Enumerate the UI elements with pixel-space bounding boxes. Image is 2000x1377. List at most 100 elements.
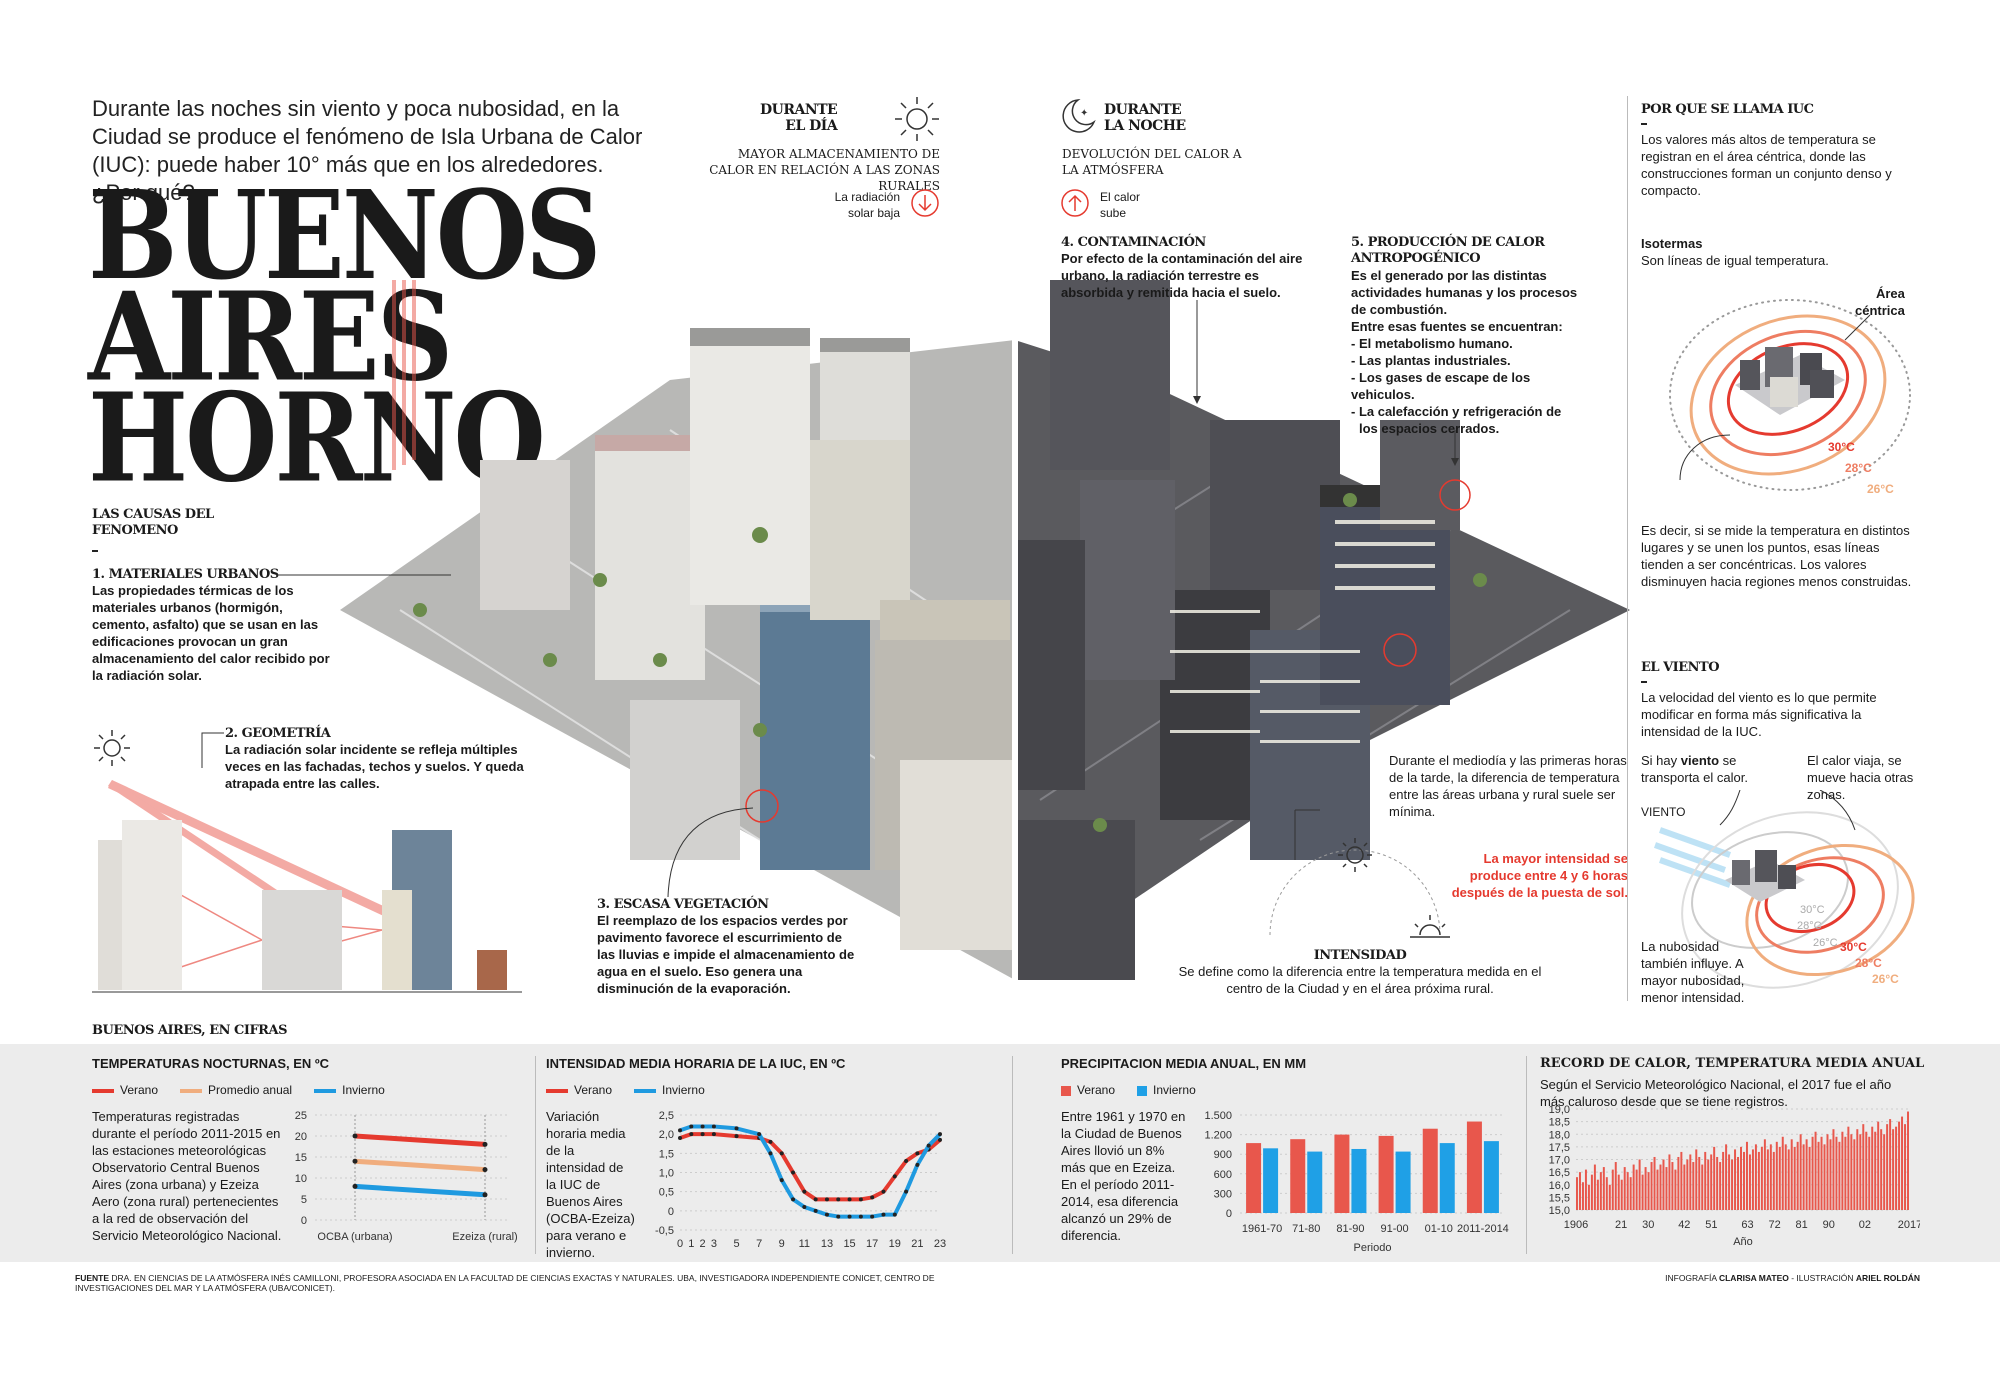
bar — [1716, 1156, 1719, 1210]
bar — [1850, 1134, 1853, 1210]
x-tick-label: 81-90 — [1336, 1223, 1364, 1235]
city-illustration — [340, 280, 1630, 1000]
y-tick-label: 1,0 — [659, 1168, 674, 1180]
cause-4-title: 4. CONTAMINACIÓN — [1061, 235, 1206, 250]
intro-text: Durante las noches sin viento y poca nub… — [92, 96, 643, 205]
bar — [1868, 1136, 1871, 1210]
isotherm-diagram — [1669, 299, 1911, 491]
data-point — [881, 1212, 886, 1217]
bar — [1760, 1146, 1763, 1210]
legend-label: Verano — [1077, 1083, 1116, 1097]
data-point — [870, 1195, 875, 1200]
area-label: Área céntrica — [1855, 285, 1905, 319]
night-note-1: El calor — [1100, 190, 1141, 204]
data-point — [352, 1158, 358, 1164]
wind-left-b: viento — [1680, 753, 1720, 768]
isotherm-28 — [1709, 329, 1867, 457]
credit-d: ARIEL ROLDÁN — [1855, 1273, 1920, 1283]
bar — [1895, 1126, 1898, 1210]
data-point — [482, 1141, 488, 1147]
why-dash — [1641, 123, 1647, 125]
cause-3-body: El reemplazo de los espacios verdes por … — [597, 913, 855, 996]
y-tick-label: 16,5 — [1549, 1167, 1570, 1179]
x-tick-label: 90 — [1823, 1219, 1835, 1231]
chart-divider-1 — [535, 1056, 536, 1254]
bar — [1871, 1126, 1874, 1210]
bar — [1620, 1179, 1623, 1210]
series-line-2 — [354, 1183, 486, 1198]
bar — [1841, 1131, 1844, 1210]
explain-leader — [1679, 434, 1731, 481]
bar — [1683, 1164, 1686, 1210]
day-note: La radiación solar baja — [790, 189, 900, 221]
bar-1 — [1307, 1151, 1323, 1213]
x-tick-label: 71-80 — [1292, 1223, 1320, 1235]
arrow-down-icon — [911, 189, 939, 217]
x-axis-label: Periodo — [1354, 1242, 1392, 1254]
data-point — [482, 1192, 488, 1198]
bar — [1904, 1124, 1907, 1210]
wind-ring-outer — [1681, 811, 1899, 989]
bar — [1907, 1111, 1909, 1210]
x-tick-label: 0 — [677, 1238, 683, 1250]
bar — [1584, 1169, 1587, 1210]
mini-city — [1735, 347, 1845, 415]
bar — [1808, 1146, 1811, 1210]
source-text: DRA. EN CIENCIAS DE LA ATMÓSFERA INÉS CA… — [75, 1273, 935, 1293]
bar — [1596, 1179, 1599, 1210]
bar-0 — [1422, 1128, 1438, 1213]
bar — [1650, 1162, 1653, 1210]
bar — [1576, 1177, 1578, 1210]
area-label-1: Área — [1875, 286, 1905, 301]
bar — [1835, 1136, 1838, 1210]
bar — [1734, 1149, 1737, 1210]
x-tick-label: 21 — [911, 1238, 923, 1250]
legend-label: Verano — [120, 1083, 159, 1097]
y-tick-label: 16,0 — [1549, 1180, 1570, 1192]
bar — [1623, 1167, 1626, 1210]
x-tick-label: 01-10 — [1425, 1223, 1453, 1235]
wind-temp-26-grey: 26°C — [1813, 937, 1838, 949]
wind-temp-28: 28°C — [1855, 956, 1882, 970]
wind-dash — [1641, 681, 1647, 683]
bar — [1823, 1144, 1826, 1210]
night-header: DURANTE LA NOCHE — [1104, 102, 1186, 134]
y-tick-label: 18,5 — [1549, 1117, 1570, 1129]
data-point — [779, 1178, 784, 1183]
cause-1-title: 1. MATERIALES URBANOS — [92, 567, 279, 582]
data-point — [352, 1183, 358, 1189]
legend-swatch-summer — [92, 1088, 114, 1093]
chart3-svg: 1.500 1.200 900 600 300 0 1961-70 71-80 81-90 91-… — [1204, 1110, 1508, 1254]
bar — [1710, 1154, 1713, 1210]
bar — [1608, 1184, 1611, 1210]
y-tick-label: 0,5 — [659, 1187, 674, 1199]
svg-text:✦: ✦ — [1080, 108, 1088, 119]
bar — [1769, 1144, 1772, 1210]
day-title-2: EL DÍA — [785, 118, 838, 134]
bar — [1695, 1149, 1698, 1210]
data-point — [847, 1214, 852, 1219]
cause-5-item: los espacios cerrados. — [1359, 421, 1500, 436]
isotherm-dotted — [1669, 299, 1911, 491]
credit-a: INFOGRAFÍA — [1665, 1273, 1719, 1283]
chart3-legend: Verano Invierno — [1061, 1083, 1196, 1097]
legend-item: Verano — [1061, 1083, 1115, 1097]
arrow-up-icon — [1061, 189, 1089, 217]
reflected-rays — [108, 780, 392, 918]
legend-swatch-winter — [1137, 1085, 1148, 1096]
x-tick-label: 91-00 — [1381, 1223, 1409, 1235]
cause-5: 5. PRODUCCIÓN DE CALOR ANTROPOGÉNICO Es … — [1351, 235, 1591, 437]
sun-arc-diagram — [1269, 809, 1450, 938]
data-point — [904, 1159, 909, 1163]
bar — [1757, 1151, 1760, 1210]
wind-mini-city — [1725, 850, 1805, 902]
credit-c: - ILUSTRACIÓN — [1788, 1273, 1856, 1283]
bar-1 — [1483, 1141, 1499, 1213]
isotherm-label: Isotermas Son líneas de igual temperatur… — [1641, 235, 1829, 269]
y-tick-label: 15,5 — [1549, 1192, 1570, 1204]
cause-5-item: - El metabolismo humano. — [1351, 336, 1513, 351]
bar — [1662, 1159, 1665, 1210]
legend-swatch-summer — [546, 1088, 568, 1093]
bar — [1898, 1121, 1901, 1210]
cause-2-title: 2. GEOMETRÍA — [225, 726, 331, 741]
